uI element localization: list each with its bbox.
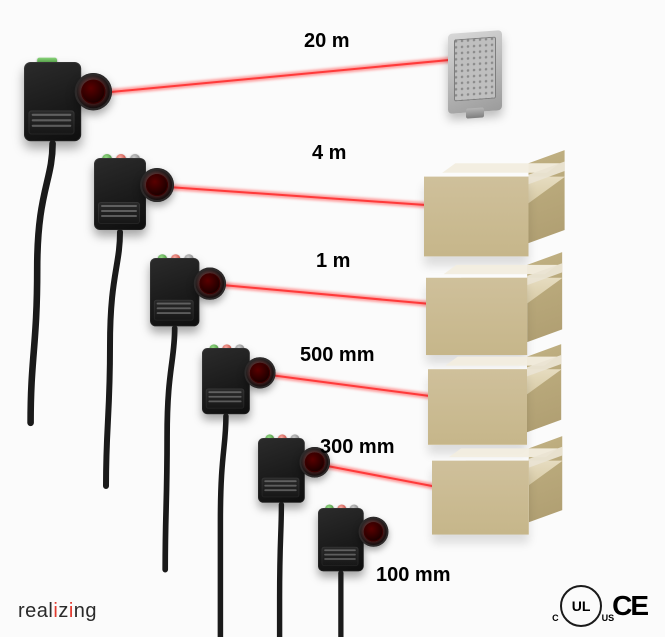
beam-500mm xyxy=(270,374,433,397)
diagram-stage: 20 m 4 m 1 m 500 mm xyxy=(0,0,665,637)
cert-ul-us: US xyxy=(602,613,615,623)
sensor-100mm xyxy=(318,508,397,614)
cert-ul-c: C xyxy=(552,613,559,623)
distance-label-4m: 4 m xyxy=(312,142,346,165)
distance-label-500mm: 500 mm xyxy=(300,344,375,367)
box-target-300mm xyxy=(432,436,564,542)
reflector-target xyxy=(448,30,502,114)
brand-logo: realizing xyxy=(18,600,97,623)
cert-ce-icon: CE xyxy=(612,590,647,622)
distance-label-100mm: 100 mm xyxy=(376,564,451,587)
box-target-4m xyxy=(424,150,567,264)
cert-ul-text: UL xyxy=(572,598,591,614)
beam-20m xyxy=(100,59,455,94)
distance-label-1m: 1 m xyxy=(316,250,350,273)
beam-1m xyxy=(222,284,431,305)
beam-4m xyxy=(168,186,430,206)
distance-label-20m: 20 m xyxy=(304,30,350,53)
distance-label-300mm: 300 mm xyxy=(320,436,395,459)
brand-text-2: z xyxy=(58,600,69,622)
brand-text-3: ng xyxy=(74,600,97,622)
brand-text-1: real xyxy=(18,600,53,622)
certifications: C UL US CE xyxy=(560,585,647,627)
cert-ul-icon: C UL US xyxy=(560,585,602,627)
